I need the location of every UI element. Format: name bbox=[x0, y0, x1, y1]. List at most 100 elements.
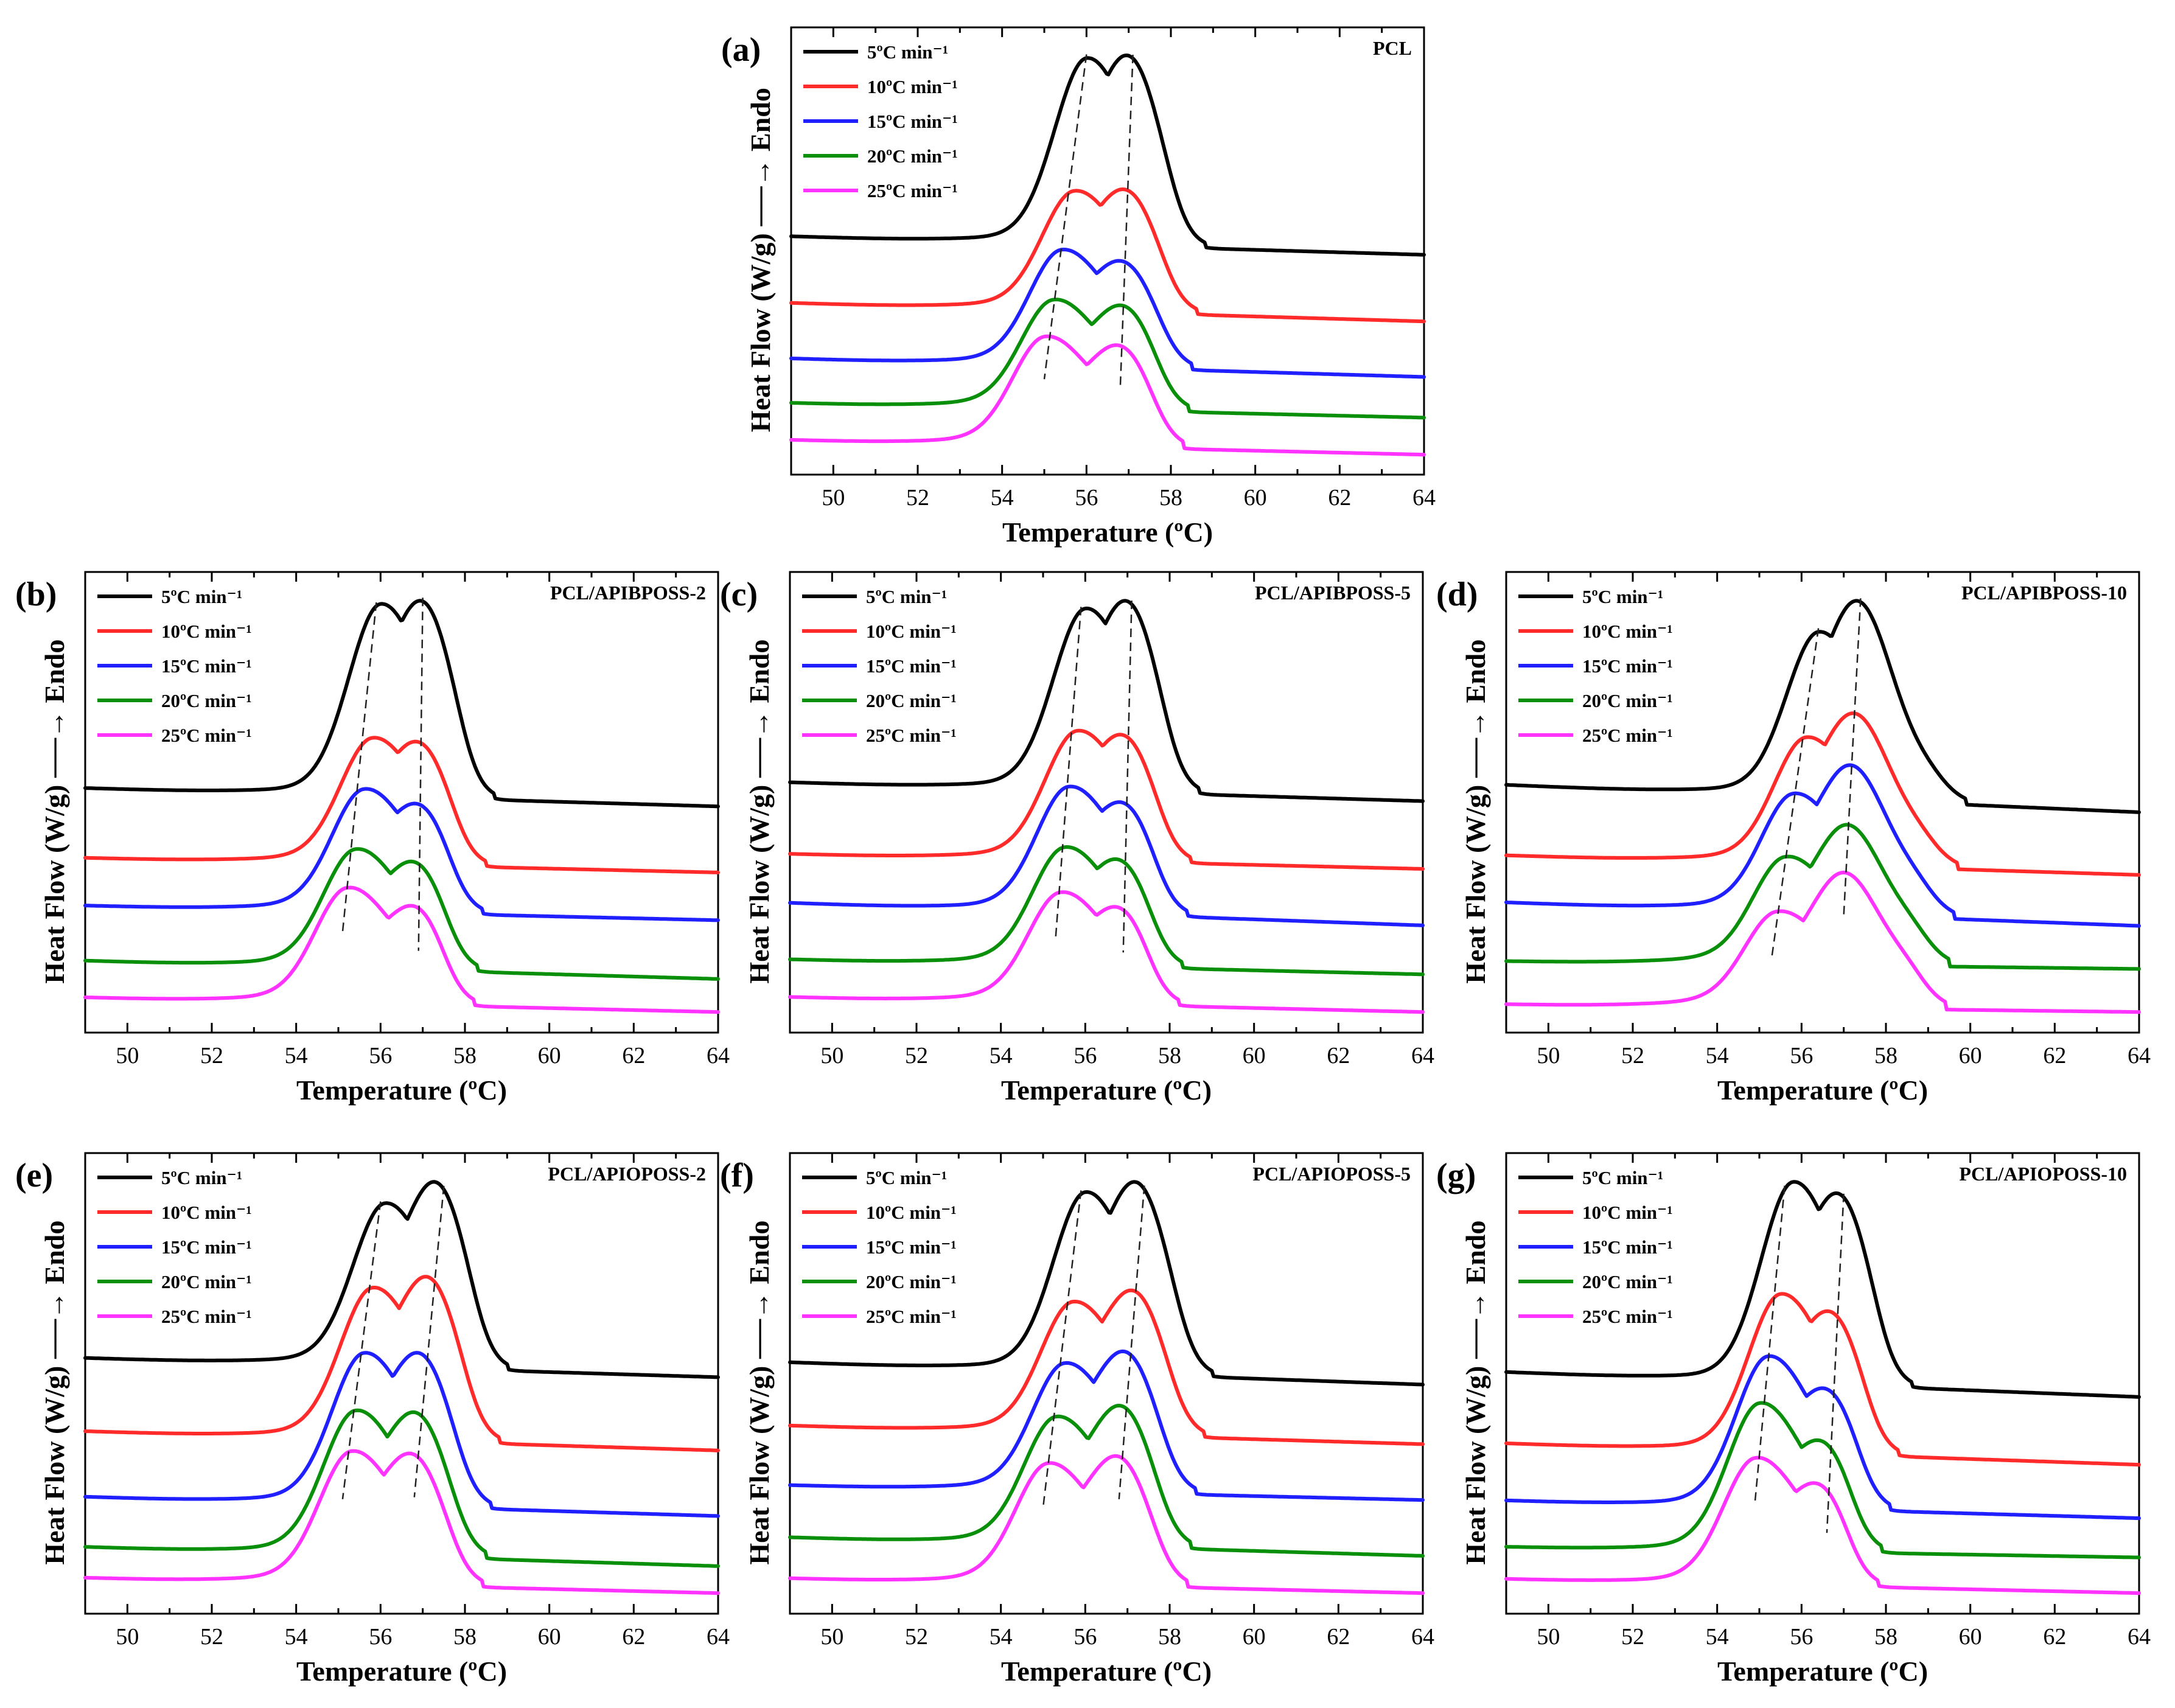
x-tick-label: 56 bbox=[1074, 1043, 1097, 1068]
legend-entry: 15ºC min⁻¹ bbox=[867, 111, 958, 132]
sample-name: PCL bbox=[1373, 37, 1412, 59]
x-tick-label: 60 bbox=[538, 1624, 561, 1650]
curve-10C bbox=[788, 1288, 1425, 1446]
panel-c: 50 52 54 56 58 60 62 64 Temperature (ºC) Heat Flo… bbox=[720, 571, 1434, 1106]
x-tick-label: 64 bbox=[1411, 1043, 1434, 1068]
curve-10C bbox=[83, 1275, 720, 1452]
x-tick-label: 60 bbox=[1959, 1043, 1982, 1068]
panel-letter: (d) bbox=[1436, 576, 1478, 613]
curve-20C bbox=[788, 845, 1425, 977]
legend-entry: 5ºC min⁻¹ bbox=[161, 586, 242, 607]
x-tick-label: 56 bbox=[1074, 1624, 1097, 1650]
curve-20C bbox=[788, 1404, 1425, 1558]
x-tick-label: 52 bbox=[200, 1043, 223, 1068]
y-axis-label: Heat Flow (W/g) ──→ Endo bbox=[745, 88, 776, 432]
x-axis-label: Temperature (ºC) bbox=[1717, 1075, 1928, 1106]
curve-20C bbox=[83, 847, 720, 981]
legend-entry: 20ºC min⁻¹ bbox=[867, 145, 958, 167]
legend-entry: 25ºC min⁻¹ bbox=[161, 1306, 252, 1327]
peak-trend-line bbox=[413, 1185, 445, 1497]
x-axis-label: Temperature (ºC) bbox=[1717, 1656, 1928, 1687]
y-axis-label: Heat Flow (W/g) ──→ Endo bbox=[39, 1221, 70, 1565]
legend-entry: 15ºC min⁻¹ bbox=[161, 655, 252, 677]
curve-5C bbox=[788, 599, 1425, 803]
x-tick-label: 64 bbox=[1412, 485, 1436, 511]
panel-f: 50 52 54 56 58 60 62 64 Temperature (ºC) Heat Flo… bbox=[720, 1152, 1434, 1687]
plot-frame bbox=[84, 571, 719, 1034]
peak-trend-line bbox=[1826, 1193, 1845, 1533]
plot-frame bbox=[1505, 571, 2140, 1034]
x-tick-label: 58 bbox=[1874, 1043, 1897, 1068]
legend-entry: 15ºC min⁻¹ bbox=[1582, 1236, 1673, 1258]
panel-letter: (e) bbox=[15, 1157, 53, 1194]
curve-10C bbox=[83, 736, 720, 874]
x-axis-label: Temperature (ºC) bbox=[296, 1656, 507, 1687]
x-tick-label: 60 bbox=[1243, 1624, 1266, 1650]
panel-letter: (f) bbox=[720, 1157, 754, 1194]
legend-entry: 25ºC min⁻¹ bbox=[161, 725, 252, 746]
plot-frame bbox=[84, 1152, 719, 1615]
curve-25C bbox=[1504, 870, 2141, 1014]
x-tick-label: 50 bbox=[116, 1043, 139, 1068]
panel-letter: (g) bbox=[1436, 1157, 1476, 1194]
legend-entry: 5ºC min⁻¹ bbox=[1582, 1167, 1663, 1188]
curve-5C bbox=[788, 1180, 1425, 1387]
legend-entry: 15ºC min⁻¹ bbox=[866, 655, 957, 677]
legend-entry: 10ºC min⁻¹ bbox=[1582, 1202, 1673, 1223]
x-tick-label: 64 bbox=[1411, 1624, 1434, 1650]
panel-letter: (b) bbox=[15, 576, 57, 613]
x-tick-label: 58 bbox=[1158, 1624, 1181, 1650]
sample-name: PCL/APIBPOSS-2 bbox=[550, 582, 706, 604]
legend-entry: 25ºC min⁻¹ bbox=[866, 1306, 957, 1327]
y-axis-label: Heat Flow (W/g) ──→ Endo bbox=[1460, 640, 1491, 984]
x-tick-label: 64 bbox=[707, 1043, 730, 1068]
x-tick-label: 62 bbox=[2043, 1043, 2066, 1068]
panel-letter: (a) bbox=[721, 31, 761, 69]
curve-20C bbox=[1504, 823, 2141, 971]
curve-15C bbox=[83, 1351, 720, 1518]
legend-entry: 20ºC min⁻¹ bbox=[1582, 1271, 1673, 1292]
legend-entry: 20ºC min⁻¹ bbox=[866, 1271, 957, 1292]
x-tick-label: 58 bbox=[1874, 1624, 1897, 1650]
curve-20C bbox=[1504, 1401, 2141, 1560]
curve-25C bbox=[788, 1454, 1425, 1595]
x-tick-label: 50 bbox=[820, 1043, 843, 1068]
peak-trend-line bbox=[1843, 598, 1862, 916]
legend-entry: 10ºC min⁻¹ bbox=[866, 621, 957, 642]
x-tick-label: 52 bbox=[905, 1043, 928, 1068]
plot-frame bbox=[1505, 1152, 2140, 1615]
curve-15C bbox=[1504, 763, 2141, 928]
peak-trend-line bbox=[1118, 1185, 1145, 1499]
sample-name: PCL/APIBPOSS-10 bbox=[1961, 582, 2127, 604]
sample-name: PCL/APIOPOSS-5 bbox=[1252, 1163, 1411, 1185]
legend-entry: 5ºC min⁻¹ bbox=[867, 41, 948, 63]
x-tick-label: 64 bbox=[2128, 1043, 2151, 1068]
sample-name: PCL/APIBPOSS-5 bbox=[1255, 582, 1411, 604]
x-tick-label: 50 bbox=[1537, 1043, 1560, 1068]
legend-entry: 25ºC min⁻¹ bbox=[866, 725, 957, 746]
x-tick-label: 52 bbox=[905, 1624, 928, 1650]
x-tick-label: 60 bbox=[1243, 1043, 1266, 1068]
x-tick-label: 60 bbox=[1244, 485, 1267, 511]
curve-25C bbox=[1504, 1455, 2141, 1595]
curve-25C bbox=[788, 890, 1425, 1014]
panel-b: 50 52 54 56 58 60 62 64 Temperature (ºC) Heat Flo… bbox=[15, 571, 730, 1106]
peak-trend-line bbox=[1119, 54, 1134, 389]
x-tick-label: 52 bbox=[906, 485, 929, 511]
y-axis-label: Heat Flow (W/g) ──→ Endo bbox=[39, 640, 70, 984]
x-axis-label: Temperature (ºC) bbox=[296, 1075, 507, 1106]
legend-entry: 25ºC min⁻¹ bbox=[1582, 1306, 1673, 1327]
x-tick-label: 58 bbox=[453, 1624, 477, 1650]
curve-15C bbox=[788, 784, 1425, 927]
curve-15C bbox=[1504, 1354, 2141, 1521]
x-axis-label: Temperature (ºC) bbox=[1001, 1075, 1212, 1106]
peak-trend-line bbox=[1122, 600, 1133, 953]
peak-trend-line bbox=[1043, 54, 1088, 380]
legend-entry: 15ºC min⁻¹ bbox=[866, 1236, 957, 1258]
x-tick-label: 62 bbox=[622, 1043, 645, 1068]
x-tick-label: 54 bbox=[285, 1043, 308, 1068]
x-tick-label: 50 bbox=[1537, 1624, 1560, 1650]
curve-5C bbox=[1504, 1180, 2141, 1399]
x-tick-label: 54 bbox=[1706, 1624, 1729, 1650]
curve-15C bbox=[789, 248, 1426, 379]
